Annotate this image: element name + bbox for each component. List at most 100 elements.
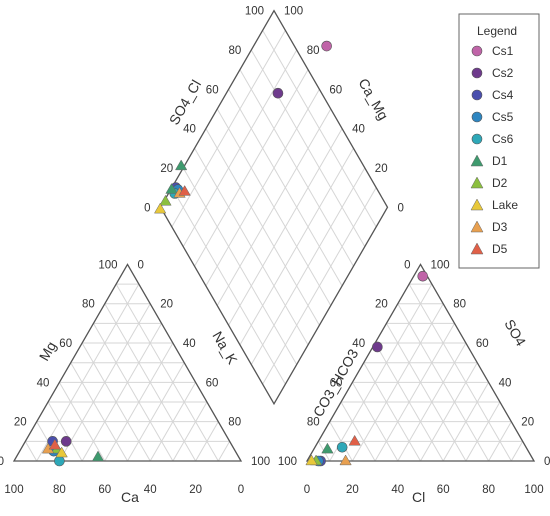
cation-triangle-gridline bbox=[217, 441, 231, 462]
data-points bbox=[41, 40, 429, 467]
anion-triangle-gridline bbox=[363, 362, 421, 462]
tick-label-ca: 40 bbox=[144, 484, 157, 496]
cation-triangle-gridline bbox=[24, 441, 38, 462]
data-point-d2 bbox=[159, 194, 172, 206]
data-point-cs2 bbox=[372, 341, 383, 353]
legend: Legend Cs1 Cs2 Cs4 Cs5 Cs6 D1 D2 Lake D3 D5 bbox=[458, 13, 540, 269]
diamond-gridline bbox=[228, 89, 343, 287]
data-point-cs2 bbox=[60, 436, 72, 447]
legend-item-d1: D1 bbox=[470, 154, 508, 168]
axis-label-mg: Mg bbox=[36, 339, 60, 364]
diamond-gridline bbox=[171, 30, 286, 228]
data-point-d5 bbox=[178, 185, 191, 196]
tick-label-mg: 20 bbox=[14, 417, 27, 429]
legend-item-cs1: Cs1 bbox=[471, 44, 514, 58]
axis-label-so4cl: SO4_Cl bbox=[166, 77, 204, 127]
cation-triangle-gridline bbox=[47, 401, 83, 462]
anion-triangle-gridline bbox=[329, 421, 353, 462]
legend-item-cs4: Cs4 bbox=[471, 88, 514, 102]
tick-label-so4: 20 bbox=[521, 417, 534, 429]
data-point-d1 bbox=[165, 183, 178, 194]
cation-triangle-gridline bbox=[58, 382, 106, 462]
cation-triangle-gridline bbox=[104, 303, 197, 462]
anion-triangle-gridline bbox=[351, 382, 399, 462]
anion-triangle-gridline bbox=[329, 283, 433, 462]
tick-label-mg: 80 bbox=[82, 299, 95, 311]
legend-marker-cs2 bbox=[471, 67, 483, 79]
cation-triangle-gridline bbox=[93, 323, 174, 462]
tick-label-so4: 40 bbox=[499, 377, 512, 389]
tick-label-so4: 100 bbox=[431, 259, 450, 271]
tick-label-cl: 100 bbox=[524, 484, 543, 496]
data-point-cs6 bbox=[336, 441, 348, 453]
diamond-gridline bbox=[205, 89, 320, 287]
tick-label-mg: 60 bbox=[59, 338, 72, 350]
anion-triangle-gridline bbox=[374, 323, 455, 462]
tick-label-camg: 60 bbox=[329, 84, 342, 96]
tick-label-co3hco3: 0 bbox=[404, 259, 410, 271]
tick-label-cl: 80 bbox=[482, 484, 495, 496]
legend-label-d1: D1 bbox=[492, 154, 508, 168]
tick-label-nak: 20 bbox=[160, 299, 173, 311]
tick-label-mg: 0 bbox=[0, 456, 4, 468]
tick-label-ca: 0 bbox=[238, 484, 244, 496]
cation-triangle-gridline bbox=[127, 362, 185, 462]
legend-label-lake: Lake bbox=[492, 198, 518, 212]
anion-triangle-gridline bbox=[374, 342, 444, 462]
tick-label-camg: 100 bbox=[284, 6, 303, 18]
anion-triangle-gridline bbox=[408, 283, 512, 462]
tick-label-ca: 60 bbox=[98, 484, 111, 496]
legend-box bbox=[458, 13, 540, 269]
tick-label-co3hco3: 40 bbox=[352, 338, 365, 350]
legend-marker-d1 bbox=[470, 154, 484, 167]
cation-triangle-gridline bbox=[172, 401, 208, 462]
legend-item-d2: D2 bbox=[470, 176, 508, 190]
diamond-gridline bbox=[250, 49, 366, 247]
legend-marker-cs6 bbox=[471, 133, 483, 145]
legend-marker-cs1 bbox=[471, 45, 483, 57]
tick-label-so4: 60 bbox=[476, 338, 489, 350]
tick-label-nak: 60 bbox=[206, 377, 219, 389]
axis-label-nak: Na_K bbox=[209, 329, 241, 368]
tick-label-camg: 0 bbox=[398, 202, 404, 214]
legend-marker-d3 bbox=[470, 220, 484, 233]
legend-label-cs4: Cs4 bbox=[492, 88, 514, 102]
axis-label-ca: Ca bbox=[121, 489, 139, 505]
legend-marker-d5 bbox=[470, 242, 484, 255]
legend-marker-lake bbox=[470, 198, 484, 211]
data-point-cs6 bbox=[54, 455, 65, 467]
tick-label-so4: 0 bbox=[544, 456, 550, 468]
cation-triangle-gridline bbox=[115, 283, 219, 462]
tick-label-co3hco3: 20 bbox=[375, 299, 388, 311]
legend-title: Legend bbox=[477, 24, 517, 38]
tick-label-so4cl: 80 bbox=[229, 45, 242, 57]
axis-label-so4: SO4 bbox=[501, 317, 529, 349]
data-point-cs2 bbox=[272, 87, 284, 99]
diamond-gridline bbox=[239, 69, 354, 267]
tick-label-mg: 100 bbox=[98, 259, 117, 271]
cation-triangle-gridline bbox=[36, 283, 140, 462]
anion-triangle-frame bbox=[305, 263, 536, 462]
data-point-d3 bbox=[339, 454, 352, 466]
legend-item-d5: D5 bbox=[470, 242, 508, 256]
tick-labels: 100 0 100 0 100 0 0 100 80 20 80 20 80 20 20 80 60 40 60 40… bbox=[0, 6, 550, 496]
legend-marker-cs4 bbox=[471, 89, 483, 101]
cation-triangle-gridline bbox=[81, 342, 151, 462]
data-point-d5 bbox=[48, 438, 61, 450]
tick-label-nak: 0 bbox=[138, 259, 144, 271]
data-point-lake bbox=[154, 202, 167, 214]
legend-label-d3: D3 bbox=[492, 220, 508, 234]
data-point-lake bbox=[305, 454, 318, 466]
grid-layer bbox=[24, 30, 524, 462]
tick-label-nak: 80 bbox=[228, 417, 241, 429]
legend-marker-cs5 bbox=[471, 111, 483, 123]
legend-label-d5: D5 bbox=[492, 242, 508, 256]
data-point-d1 bbox=[91, 450, 105, 462]
legend-label-cs1: Cs1 bbox=[492, 44, 514, 58]
legend-item-cs6: Cs6 bbox=[471, 132, 514, 146]
tick-label-co3hco3: 100 bbox=[278, 456, 297, 468]
legend-label-cs5: Cs5 bbox=[492, 110, 514, 124]
anion-triangle-gridline bbox=[465, 401, 501, 462]
tick-label-cl: 0 bbox=[304, 484, 310, 496]
